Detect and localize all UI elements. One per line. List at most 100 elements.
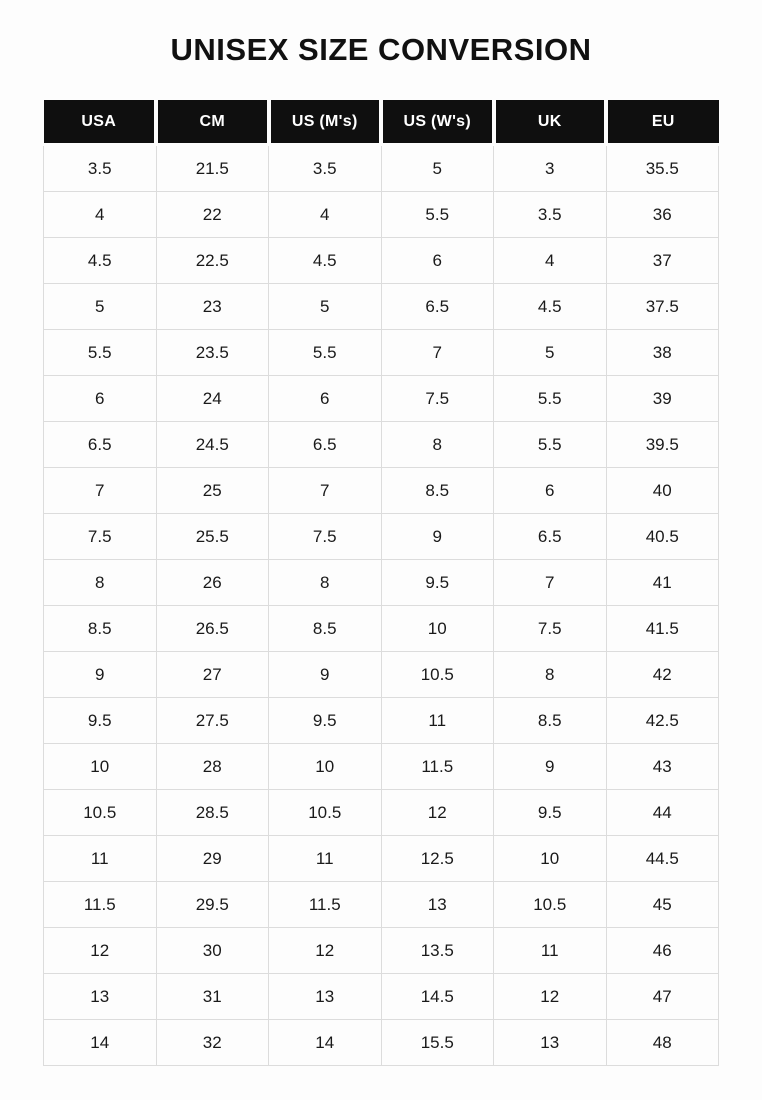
table-row: 12 30 12 13.5 11 46 <box>43 927 719 974</box>
table-row: 11.5 29.5 11.5 13 10.5 45 <box>43 881 719 928</box>
table-cell: 13 <box>380 881 494 928</box>
table-cell: 29 <box>155 835 269 882</box>
table-cell: 5.5 <box>493 421 607 468</box>
table-cell: 6 <box>268 375 382 422</box>
table-cell: 14.5 <box>380 973 494 1020</box>
table-cell: 3.5 <box>43 144 157 192</box>
table-cell: 6.5 <box>268 421 382 468</box>
table-cell: 7.5 <box>43 513 157 560</box>
table-cell: 42.5 <box>605 697 719 744</box>
table-cell: 11.5 <box>380 743 494 790</box>
table-cell: 10 <box>493 835 607 882</box>
table-cell: 36 <box>605 191 719 238</box>
table-cell: 11 <box>380 697 494 744</box>
table-row: 10.5 28.5 10.5 12 9.5 44 <box>43 789 719 836</box>
table-row: 11 29 11 12.5 10 44.5 <box>43 835 719 882</box>
table-row: 3.5 21.5 3.5 5 3 35.5 <box>43 144 719 192</box>
table-cell: 7 <box>493 559 607 606</box>
table-cell: 39 <box>605 375 719 422</box>
table-header: USA CM US (M's) US (W's) UK EU <box>43 100 719 146</box>
table-cell: 28 <box>155 743 269 790</box>
table-cell: 7.5 <box>268 513 382 560</box>
column-header-usa: USA <box>43 100 156 146</box>
table-cell: 14 <box>43 1019 157 1066</box>
table-cell: 8 <box>268 559 382 606</box>
table-row: 5.5 23.5 5.5 7 5 38 <box>43 329 719 376</box>
table-cell: 10.5 <box>43 789 157 836</box>
column-header-us-m-s: US (M's) <box>266 100 381 146</box>
table-cell: 39.5 <box>605 421 719 468</box>
column-header-us-w-s: US (W's) <box>379 100 494 146</box>
table-cell: 30 <box>155 927 269 974</box>
table-row: 6 24 6 7.5 5.5 39 <box>43 375 719 422</box>
table-cell: 9.5 <box>43 697 157 744</box>
table-cell: 25 <box>155 467 269 514</box>
table-cell: 5.5 <box>43 329 157 376</box>
table-cell: 21.5 <box>155 144 269 192</box>
table-cell: 4 <box>268 191 382 238</box>
table-cell: 10.5 <box>268 789 382 836</box>
table-cell: 45 <box>605 881 719 928</box>
table-cell: 27 <box>155 651 269 698</box>
table-row: 8.5 26.5 8.5 10 7.5 41.5 <box>43 605 719 652</box>
table-cell: 37.5 <box>605 283 719 330</box>
table-cell: 23.5 <box>155 329 269 376</box>
table-row: 13 31 13 14.5 12 47 <box>43 973 719 1020</box>
table-row: 6.5 24.5 6.5 8 5.5 39.5 <box>43 421 719 468</box>
table-cell: 11 <box>268 835 382 882</box>
table-cell: 24.5 <box>155 421 269 468</box>
table-cell: 41.5 <box>605 605 719 652</box>
table-cell: 12 <box>43 927 157 974</box>
table-cell: 24 <box>155 375 269 422</box>
table-cell: 7.5 <box>380 375 494 422</box>
table-cell: 11.5 <box>43 881 157 928</box>
table-cell: 26.5 <box>155 605 269 652</box>
table-cell: 22 <box>155 191 269 238</box>
page-title: UNISEX SIZE CONVERSION <box>170 32 592 67</box>
table-cell: 5 <box>380 144 494 192</box>
table-row: 9.5 27.5 9.5 11 8.5 42.5 <box>43 697 719 744</box>
table-cell: 9 <box>380 513 494 560</box>
table-cell: 10.5 <box>380 651 494 698</box>
table-cell: 13 <box>43 973 157 1020</box>
table-cell: 4.5 <box>43 237 157 284</box>
table-cell: 29.5 <box>155 881 269 928</box>
table-cell: 6.5 <box>380 283 494 330</box>
table-cell: 10.5 <box>493 881 607 928</box>
table-row: 4 22 4 5.5 3.5 36 <box>43 191 719 238</box>
table-cell: 11.5 <box>268 881 382 928</box>
table-cell: 5 <box>43 283 157 330</box>
table-cell: 9.5 <box>380 559 494 606</box>
column-header-eu: EU <box>604 100 719 146</box>
table-cell: 23 <box>155 283 269 330</box>
table-cell: 5 <box>493 329 607 376</box>
table-cell: 4.5 <box>493 283 607 330</box>
table-cell: 7.5 <box>493 605 607 652</box>
table-cell: 10 <box>43 743 157 790</box>
table-cell: 37 <box>605 237 719 284</box>
table-cell: 9.5 <box>268 697 382 744</box>
table-cell: 48 <box>605 1019 719 1066</box>
table-row: 8 26 8 9.5 7 41 <box>43 559 719 606</box>
table-cell: 40.5 <box>605 513 719 560</box>
table-cell: 8 <box>380 421 494 468</box>
table-cell: 14 <box>268 1019 382 1066</box>
table-cell: 42 <box>605 651 719 698</box>
column-header-uk: UK <box>491 100 606 146</box>
table-cell: 8.5 <box>43 605 157 652</box>
table-cell: 4 <box>493 237 607 284</box>
table-cell: 5 <box>268 283 382 330</box>
table-cell: 6 <box>493 467 607 514</box>
table-cell: 4 <box>43 191 157 238</box>
table-cell: 4.5 <box>268 237 382 284</box>
table-header-row: USA CM US (M's) US (W's) UK EU <box>43 100 719 146</box>
table-cell: 41 <box>605 559 719 606</box>
table-cell: 9.5 <box>493 789 607 836</box>
table-cell: 26 <box>155 559 269 606</box>
table-cell: 47 <box>605 973 719 1020</box>
table-cell: 13 <box>493 1019 607 1066</box>
table-cell: 5.5 <box>493 375 607 422</box>
table-row: 14 32 14 15.5 13 48 <box>43 1019 719 1066</box>
table-row: 7.5 25.5 7.5 9 6.5 40.5 <box>43 513 719 560</box>
